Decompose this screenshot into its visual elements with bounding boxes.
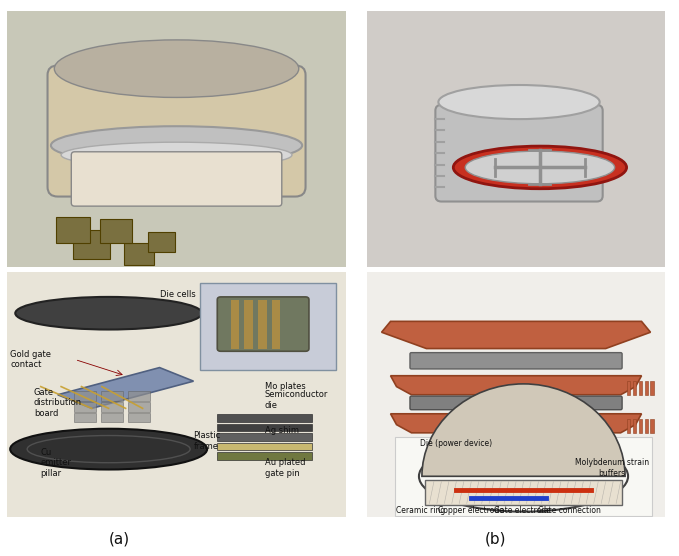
- Text: Gate
distribution
board: Gate distribution board: [34, 388, 82, 418]
- Polygon shape: [58, 368, 194, 408]
- FancyBboxPatch shape: [74, 403, 96, 411]
- FancyBboxPatch shape: [48, 66, 306, 196]
- Text: (b): (b): [485, 532, 507, 547]
- Bar: [638, 381, 642, 395]
- FancyBboxPatch shape: [410, 353, 622, 369]
- Text: Gate connection: Gate connection: [538, 506, 601, 515]
- Bar: [217, 453, 312, 460]
- Polygon shape: [390, 376, 642, 395]
- FancyBboxPatch shape: [200, 284, 336, 370]
- Bar: [217, 424, 312, 431]
- Bar: [272, 300, 280, 349]
- FancyBboxPatch shape: [128, 413, 150, 423]
- Text: Cu
emitter
pillar: Cu emitter pillar: [41, 448, 72, 478]
- Bar: [217, 414, 312, 422]
- FancyBboxPatch shape: [56, 217, 90, 243]
- Bar: [638, 419, 642, 433]
- FancyBboxPatch shape: [128, 391, 150, 401]
- Bar: [244, 300, 253, 349]
- Text: Copper electrode: Copper electrode: [438, 506, 504, 515]
- FancyBboxPatch shape: [410, 396, 622, 410]
- Text: Mo plates: Mo plates: [265, 382, 306, 391]
- Text: (a): (a): [108, 532, 130, 547]
- FancyBboxPatch shape: [425, 480, 622, 505]
- Text: Die cells: Die cells: [160, 290, 196, 299]
- Bar: [627, 381, 630, 395]
- Text: Plastic
frame: Plastic frame: [194, 431, 221, 451]
- FancyBboxPatch shape: [148, 232, 175, 252]
- Polygon shape: [390, 414, 642, 433]
- Ellipse shape: [16, 297, 202, 330]
- Text: Molybdenum strain
buffers: Molybdenum strain buffers: [574, 459, 648, 478]
- Ellipse shape: [51, 126, 302, 165]
- Ellipse shape: [454, 146, 627, 188]
- FancyBboxPatch shape: [101, 391, 123, 401]
- FancyBboxPatch shape: [101, 413, 123, 423]
- FancyBboxPatch shape: [395, 437, 652, 516]
- Bar: [231, 300, 239, 349]
- Bar: [217, 443, 312, 450]
- Text: Ag shim: Ag shim: [265, 425, 299, 435]
- Ellipse shape: [54, 40, 299, 97]
- FancyBboxPatch shape: [128, 403, 150, 411]
- Bar: [644, 419, 648, 433]
- Text: Die (power device): Die (power device): [420, 439, 492, 448]
- Ellipse shape: [61, 142, 292, 168]
- FancyBboxPatch shape: [101, 403, 123, 411]
- Text: Semiconductor
die: Semiconductor die: [265, 390, 328, 410]
- Bar: [650, 419, 654, 433]
- FancyBboxPatch shape: [73, 230, 110, 259]
- FancyBboxPatch shape: [100, 219, 132, 243]
- Ellipse shape: [465, 151, 614, 183]
- Polygon shape: [382, 321, 650, 349]
- Bar: [650, 381, 654, 395]
- Bar: [627, 419, 630, 433]
- Text: Ceramic ring: Ceramic ring: [396, 506, 445, 515]
- Text: Gate electrode: Gate electrode: [494, 506, 551, 515]
- FancyBboxPatch shape: [74, 413, 96, 423]
- Bar: [217, 433, 312, 441]
- FancyBboxPatch shape: [435, 105, 603, 201]
- FancyBboxPatch shape: [74, 391, 96, 401]
- Bar: [633, 419, 636, 433]
- Text: Au plated
gate pin: Au plated gate pin: [265, 459, 306, 478]
- Wedge shape: [422, 384, 625, 476]
- Text: Gold gate
contact: Gold gate contact: [10, 350, 51, 369]
- Ellipse shape: [439, 85, 600, 119]
- Bar: [644, 381, 648, 395]
- Ellipse shape: [10, 429, 207, 469]
- FancyBboxPatch shape: [71, 152, 282, 206]
- FancyBboxPatch shape: [124, 243, 155, 265]
- Bar: [633, 381, 636, 395]
- Bar: [258, 300, 267, 349]
- FancyBboxPatch shape: [217, 297, 309, 351]
